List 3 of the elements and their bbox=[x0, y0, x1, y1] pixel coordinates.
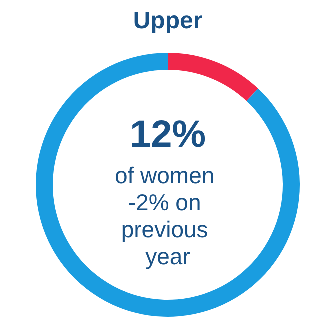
chart-title: Upper bbox=[133, 8, 203, 34]
text: of women -2% on previous year bbox=[114, 162, 222, 270]
text: 12% bbox=[130, 114, 206, 156]
